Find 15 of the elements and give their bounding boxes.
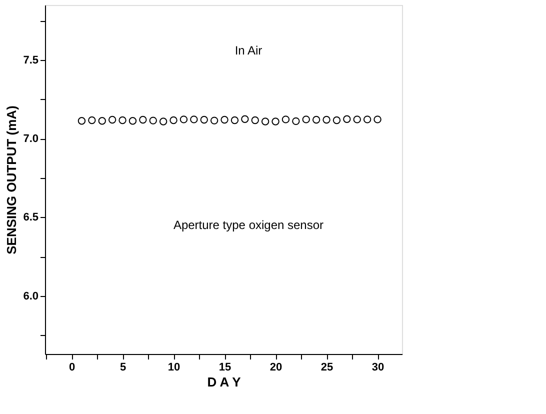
x-tick-label: 20 bbox=[270, 362, 282, 374]
y-tick-label: 7.5 bbox=[23, 54, 38, 67]
annotation: Aperture type oxigen sensor bbox=[173, 218, 324, 232]
annotation: In Air bbox=[234, 43, 262, 58]
y-tick-label: 6.5 bbox=[23, 212, 38, 224]
x-tick-label: 15 bbox=[218, 362, 232, 374]
x-tick-label: 5 bbox=[120, 362, 126, 374]
x-tick-label: 25 bbox=[320, 362, 334, 374]
x-tick-label: 10 bbox=[168, 362, 180, 374]
y-axis-title: SENSING OUTPUT (mA) bbox=[4, 106, 20, 254]
y-tick-label: 6.0 bbox=[23, 290, 38, 302]
x-axis-title: D A Y bbox=[207, 374, 242, 390]
x-tick-label: 30 bbox=[372, 362, 384, 374]
y-tick-label: 7.0 bbox=[23, 133, 38, 146]
x-tick-label: 0 bbox=[68, 362, 76, 374]
